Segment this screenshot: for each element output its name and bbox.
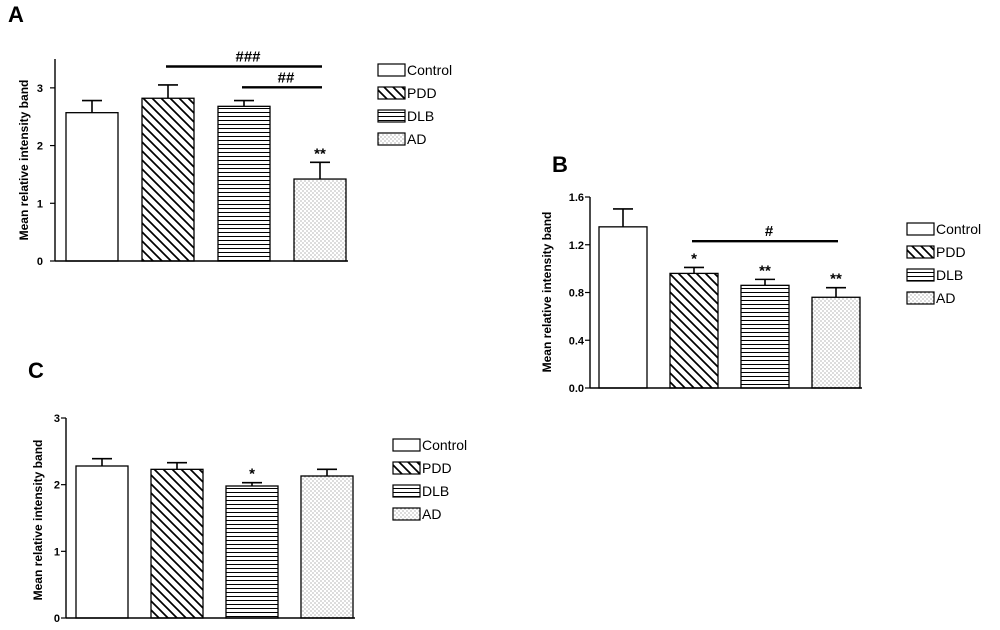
panel-c-significance-label: * (249, 466, 255, 483)
panel-c-y-tick-label: 0 (54, 613, 60, 625)
panel-c-bar-dlb (225, 485, 279, 619)
panel-a-legend-swatch (377, 132, 406, 146)
panel-b-legend-swatch (906, 291, 935, 305)
panel-c-legend-label: AD (422, 506, 441, 522)
panel-c-y-tick-label: 2 (54, 480, 60, 492)
panel-b-significance-label: ** (759, 262, 771, 279)
panel-c-legend-swatch (392, 438, 421, 452)
panel-b-bracket-label: # (765, 223, 774, 240)
panel-c-legend-swatch (392, 507, 421, 521)
panel-c-y-axis-label: Mean relative intensity band (31, 440, 45, 601)
panel-c-legend-label: Control (422, 437, 467, 453)
panel-a-bar-dlb (217, 105, 271, 262)
panel-a-letter: A (8, 2, 24, 27)
panel-a-y-tick-label: 2 (37, 141, 43, 153)
panel-c-legend-label: PDD (422, 460, 452, 476)
panel-b-bar-dlb (740, 284, 790, 389)
panel-b-y-axis-label: Mean relative intensity band (540, 212, 554, 373)
panel-c-legend-swatch (392, 484, 421, 498)
panel-a-legend-label: PDD (407, 85, 437, 101)
panel-c-legend-swatch (392, 461, 421, 475)
panel-a-legend-swatch (377, 86, 406, 100)
panel-b-bar-control (598, 226, 648, 389)
panel-b-legend-swatch (906, 245, 935, 259)
panel-c-bar-pdd (150, 468, 204, 619)
panel-a-legend-swatch (377, 109, 406, 123)
panel-b-letter: B (552, 152, 568, 177)
panel-c-bar-control (75, 465, 129, 619)
panel-a-bracket-label: ### (235, 49, 261, 66)
panel-a-y-axis-label: Mean relative intensity band (17, 80, 31, 241)
panel-a-bar-pdd (141, 97, 195, 262)
panel-a-bar-control (65, 112, 119, 262)
panel-a-legend-label: AD (407, 131, 426, 147)
panel-b-chart: B Mean relative intensity band 0.0 0.4 0.8… (540, 152, 981, 395)
panel-b-y-tick-label: 0.8 (569, 288, 584, 300)
panel-b-legend-swatch (906, 268, 935, 282)
panel-b-legend-label: AD (936, 290, 955, 306)
panel-b-legend-label: DLB (936, 267, 963, 283)
panel-c-y-tick-label: 1 (54, 546, 60, 558)
panel-a-y-tick-label: 3 (37, 83, 43, 95)
panel-b-y-tick-label: 0.4 (569, 335, 585, 347)
panel-c-y-tick-label: 3 (54, 413, 60, 425)
panel-c-bar-ad (300, 475, 354, 619)
panel-b-legend-swatch (906, 222, 935, 236)
panel-a-y-tick-label: 1 (37, 198, 43, 210)
panel-a-chart: A Mean relative intensity band 0123**###… (8, 2, 452, 268)
panel-b-legend-label: Control (936, 221, 981, 237)
panel-a-bar-ad (293, 178, 347, 262)
panel-c-chart: C Mean relative intensity band 0 1 2 3 * Cont… (28, 358, 467, 625)
panel-b-significance-label: ** (830, 271, 842, 288)
panel-b-y-tick-label: 1.6 (569, 192, 584, 204)
panel-a-legend-swatch (377, 63, 406, 77)
panel-b-y-tick-label: 0.0 (569, 383, 584, 395)
panel-b-legend-label: PDD (936, 244, 966, 260)
panel-c-letter: C (28, 358, 44, 383)
panel-a-y-tick-label: 0 (37, 256, 43, 268)
panel-a-bracket-label: ## (278, 69, 295, 86)
panel-a-legend-label: Control (407, 62, 452, 78)
panel-c-legend-label: DLB (422, 483, 449, 499)
panel-b-significance-label: * (691, 250, 697, 267)
panel-b-bar-pdd (669, 272, 719, 389)
panel-b-bar-ad (811, 296, 861, 389)
panel-a-significance-label: ** (314, 145, 326, 162)
panel-a-legend-label: DLB (407, 108, 434, 124)
panel-b-y-tick-label: 1.2 (569, 240, 584, 252)
